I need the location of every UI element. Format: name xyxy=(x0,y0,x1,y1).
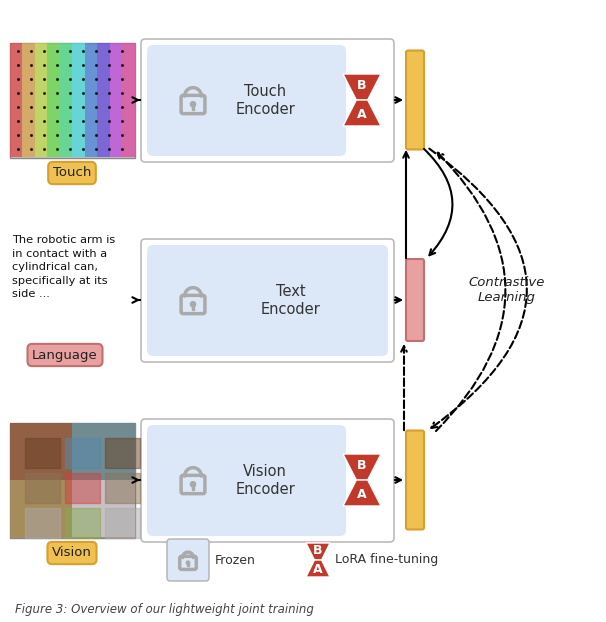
Text: B: B xyxy=(358,459,367,472)
FancyBboxPatch shape xyxy=(10,43,135,158)
Polygon shape xyxy=(343,454,381,480)
Text: A: A xyxy=(313,563,323,576)
Text: The robotic arm is
in contact with a
cylindrical can,
specifically at its
side .: The robotic arm is in contact with a cyl… xyxy=(12,235,115,299)
FancyBboxPatch shape xyxy=(406,430,424,529)
Bar xyxy=(191,304,195,310)
FancyBboxPatch shape xyxy=(147,245,388,356)
Text: B: B xyxy=(358,79,367,92)
Text: Touch: Touch xyxy=(53,167,91,180)
Polygon shape xyxy=(306,543,330,560)
FancyBboxPatch shape xyxy=(406,50,424,149)
Polygon shape xyxy=(343,480,381,506)
Bar xyxy=(65,508,100,538)
Text: A: A xyxy=(357,108,367,121)
Circle shape xyxy=(190,101,196,107)
Circle shape xyxy=(186,561,190,564)
Bar xyxy=(191,485,195,490)
Polygon shape xyxy=(306,560,330,577)
Text: B: B xyxy=(313,544,323,557)
FancyBboxPatch shape xyxy=(167,539,209,581)
Text: Vision
Encoder: Vision Encoder xyxy=(235,464,295,497)
Polygon shape xyxy=(343,74,381,100)
FancyBboxPatch shape xyxy=(141,239,394,362)
FancyBboxPatch shape xyxy=(147,425,346,536)
Bar xyxy=(65,473,100,503)
Bar xyxy=(105,438,140,468)
Circle shape xyxy=(190,302,196,307)
Circle shape xyxy=(190,481,196,487)
FancyBboxPatch shape xyxy=(141,39,394,162)
Text: Text
Encoder: Text Encoder xyxy=(261,284,321,317)
Polygon shape xyxy=(343,100,381,126)
FancyBboxPatch shape xyxy=(406,259,424,341)
Text: Vision: Vision xyxy=(52,547,92,560)
FancyBboxPatch shape xyxy=(141,419,394,542)
Bar xyxy=(25,438,60,468)
Text: Frozen: Frozen xyxy=(215,554,256,567)
Text: A: A xyxy=(357,488,367,501)
Bar xyxy=(187,563,189,566)
Text: Contrastive
Learning: Contrastive Learning xyxy=(468,276,544,304)
Bar xyxy=(105,473,140,503)
Bar xyxy=(105,508,140,538)
Text: Touch
Encoder: Touch Encoder xyxy=(235,85,295,117)
Text: Figure 3: Overview of our lightweight joint training: Figure 3: Overview of our lightweight jo… xyxy=(15,603,314,616)
Bar xyxy=(65,438,100,468)
Bar xyxy=(191,104,195,110)
Bar xyxy=(25,473,60,503)
Text: LoRA fine-tuning: LoRA fine-tuning xyxy=(335,554,438,567)
Text: Language: Language xyxy=(32,348,98,361)
Bar xyxy=(25,508,60,538)
FancyBboxPatch shape xyxy=(10,423,135,538)
FancyBboxPatch shape xyxy=(147,45,346,156)
